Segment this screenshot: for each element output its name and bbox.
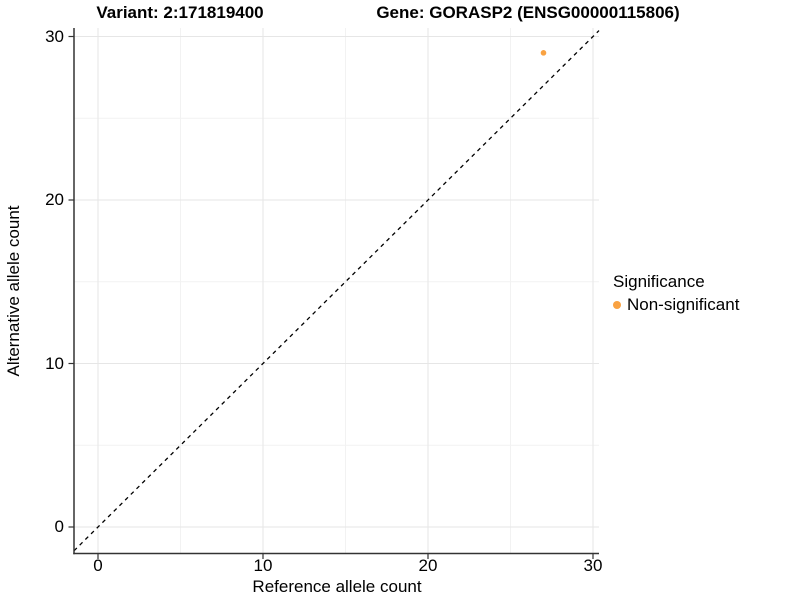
- x-tick-label: 30: [583, 556, 603, 575]
- legend-item-label: Non-significant: [627, 295, 740, 314]
- data-point: [540, 50, 547, 56]
- legend-marker-dot: [613, 301, 621, 309]
- plot-title-gene: Gene: GORASP2 (ENSG00000115806): [376, 3, 680, 22]
- identity-dashed-line: [73, 30, 600, 552]
- x-tick-label: 20: [418, 556, 438, 575]
- y-tick-label: 30: [45, 26, 64, 46]
- y-axis-label: Alternative allele count: [4, 205, 23, 377]
- x-tick-label: 10: [253, 556, 273, 575]
- legend-title: Significance: [613, 272, 705, 291]
- y-tick-label: 20: [45, 190, 64, 209]
- y-tick-label: 0: [54, 517, 64, 536]
- legend-item-non-significant: Non-significant: [613, 295, 739, 315]
- y-tick-label: 10: [45, 353, 64, 373]
- plot-title-variant: Variant: 2:171819400: [96, 3, 264, 22]
- x-axis-label: Reference allele count: [252, 577, 422, 596]
- x-tick-label: 0: [93, 556, 103, 575]
- legend: Significance Non-significant: [613, 272, 739, 315]
